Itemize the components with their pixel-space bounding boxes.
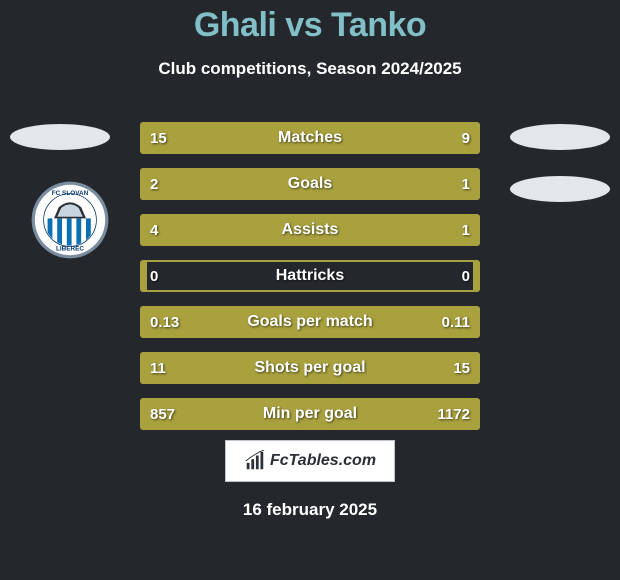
stat-row: 1115Shots per goal (140, 352, 480, 384)
placeholder-blob-right-1 (510, 124, 610, 150)
stat-row: 21Goals (140, 168, 480, 200)
logo-top-text: FC SLOVAN (52, 190, 89, 197)
stat-row: 41Assists (140, 214, 480, 246)
comparison-bars: 159Matches 21Goals 41Assists 00Hattricks 0.1… (140, 122, 480, 444)
stat-row: 159Matches (140, 122, 480, 154)
stat-label: Matches (140, 124, 480, 152)
brand-chart-icon (244, 450, 266, 472)
stat-label: Goals per match (140, 308, 480, 336)
stat-label: Assists (140, 216, 480, 244)
brand-badge[interactable]: FcTables.com (225, 440, 395, 482)
placeholder-blob-right-2 (510, 176, 610, 202)
stat-row: 0.130.11Goals per match (140, 306, 480, 338)
stat-label: Shots per goal (140, 354, 480, 382)
page-title: Ghali vs Tanko (0, 0, 620, 45)
stat-label: Goals (140, 170, 480, 198)
stat-label: Hattricks (140, 262, 480, 290)
stat-row: 8571172Min per goal (140, 398, 480, 430)
stat-label: Min per goal (140, 400, 480, 428)
club-logo: FC SLOVAN LIBEREC (30, 180, 110, 260)
page-subtitle: Club competitions, Season 2024/2025 (0, 59, 620, 79)
logo-bottom-text: LIBEREC (56, 245, 84, 252)
footer-date: 16 february 2025 (0, 500, 620, 520)
placeholder-blob-left (10, 124, 110, 150)
stat-row: 00Hattricks (140, 260, 480, 292)
brand-text: FcTables.com (270, 452, 376, 470)
